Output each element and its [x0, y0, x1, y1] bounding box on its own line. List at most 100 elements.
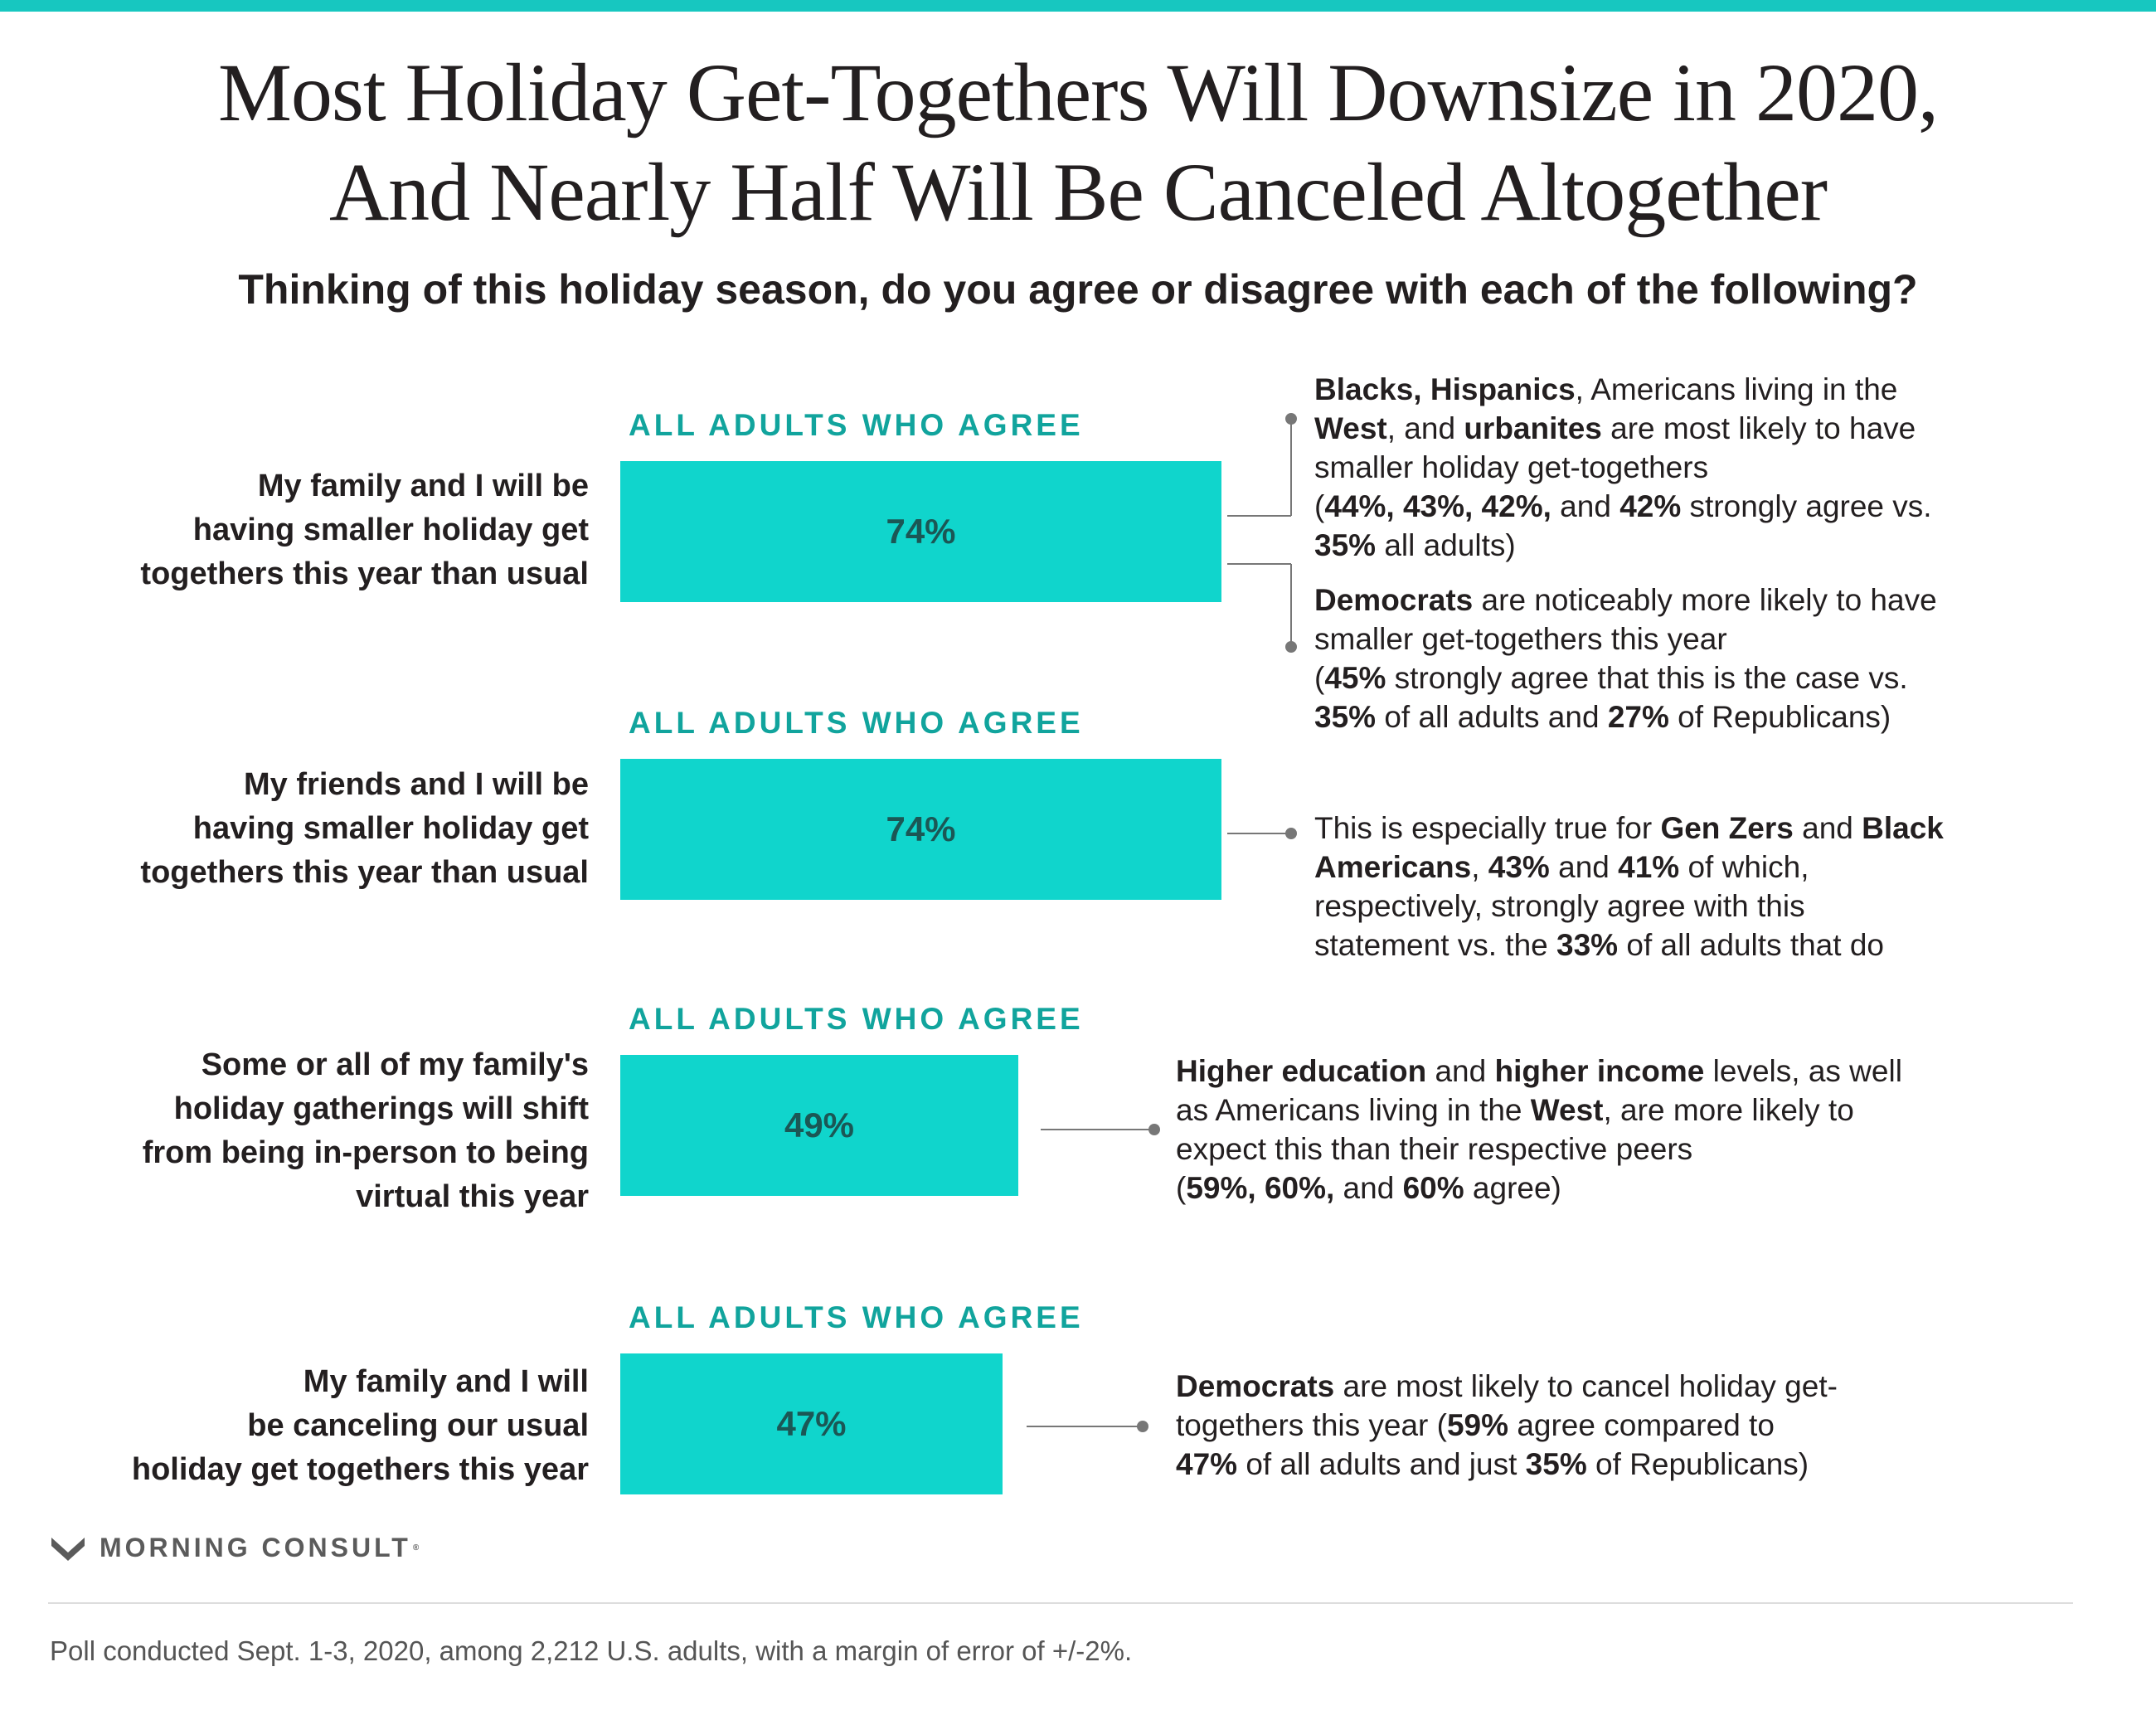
- statement-label: Some or all of my family's holiday gather…: [50, 1043, 589, 1219]
- annotation-highlight: Black: [1862, 811, 1944, 845]
- statement-line: My family and I will: [303, 1364, 589, 1399]
- annotation-text: are noticeably more likely to have: [1473, 583, 1937, 617]
- annotation-text: (: [1314, 489, 1325, 523]
- statement-line: My friends and I will be: [244, 767, 589, 802]
- annotation: This is especially true for Gen Zers and…: [1314, 809, 1944, 965]
- annotation-text: (: [1314, 661, 1325, 695]
- annotation-line: Democrats are most likely to cancel holi…: [1176, 1367, 1838, 1406]
- connector-dot: [1285, 641, 1297, 653]
- annotation-text: respectively, strongly agree with this: [1314, 889, 1805, 923]
- annotation-line: togethers this year (59% agree compared …: [1176, 1406, 1838, 1445]
- annotation-text: smaller holiday get-togethers: [1314, 450, 1709, 484]
- footer-note: Poll conducted Sept. 1-3, 2020, among 2,…: [50, 1635, 1133, 1666]
- annotation-line: This is especially true for Gen Zers and…: [1314, 809, 1944, 848]
- annotation-text: of all adults and: [1376, 700, 1608, 734]
- annotation-text: of Republicans): [1668, 700, 1891, 734]
- annotation-text: of Republicans): [1586, 1447, 1809, 1481]
- annotation-text: strongly agree vs.: [1681, 489, 1932, 523]
- annotation-text: are most likely to cancel holiday get-: [1334, 1369, 1838, 1403]
- annotation-highlight: Americans: [1314, 850, 1472, 884]
- title-line-2: And Nearly Half Will Be Canceled Altoget…: [328, 146, 1828, 238]
- annotation-text: togethers this year (: [1176, 1408, 1447, 1442]
- annotation-highlight: 45%: [1324, 661, 1386, 695]
- annotation-text: smaller get-togethers this year: [1314, 622, 1727, 656]
- bar-value-label: 49%: [784, 1105, 855, 1144]
- annotation-text: (: [1176, 1171, 1187, 1205]
- page-title: Most Holiday Get-Togethers Will Downsize…: [0, 43, 2156, 242]
- statement-line: togethers this year than usual: [140, 855, 589, 890]
- annotation-text: ,: [1471, 850, 1488, 884]
- annotation-line: (45% strongly agree that this is the cas…: [1314, 658, 1937, 697]
- statement-label: My family and I will be having smaller ho…: [50, 464, 589, 596]
- annotation-text: and: [1426, 1054, 1495, 1088]
- annotation-line: smaller get-togethers this year: [1314, 620, 1937, 658]
- annotation-line: Democrats are noticeably more likely to …: [1314, 581, 1937, 620]
- brand-logo: MORNING CONSULT ®: [51, 1533, 419, 1563]
- bar-value-label: 74%: [886, 809, 956, 848]
- agree-caption: ALL ADULTS WHO AGREE: [629, 408, 1084, 442]
- statement-label: My family and I will be canceling our usu…: [50, 1360, 589, 1492]
- annotation-highlight: Democrats: [1176, 1369, 1335, 1403]
- annotation-highlight: higher income: [1494, 1054, 1705, 1088]
- brand-name: MORNING CONSULT: [100, 1533, 411, 1562]
- annotation-line: 35% all adults): [1314, 526, 1932, 565]
- statement-label: My friends and I will be having smaller h…: [50, 763, 589, 895]
- agree-caption: ALL ADULTS WHO AGREE: [629, 706, 1084, 740]
- statement-line: be canceling our usual: [247, 1408, 589, 1443]
- annotation-highlight: 44%, 43%, 42%,: [1324, 489, 1551, 523]
- survey-question: Thinking of this holiday season, do you …: [238, 266, 1918, 313]
- annotation-text: , Americans living in the: [1575, 372, 1898, 406]
- annotation-highlight: Gen Zers: [1660, 811, 1794, 845]
- statement-line: having smaller holiday get: [192, 811, 589, 846]
- annotation: Higher education and higher income level…: [1176, 1052, 1902, 1208]
- morning-consult-logo-icon: [51, 1537, 85, 1561]
- annotation-line: as Americans living in the West, are mor…: [1176, 1091, 1902, 1130]
- annotation-text: strongly agree that this is the case vs.: [1386, 661, 1908, 695]
- statement-line: togethers this year than usual: [140, 556, 589, 591]
- annotation-line: Americans, 43% and 41% of which,: [1314, 848, 1944, 887]
- annotation-text: statement vs. the: [1314, 928, 1557, 962]
- annotation-line: 35% of all adults and 27% of Republicans…: [1314, 697, 1937, 736]
- annotation: Blacks, Hispanics, Americans living in t…: [1314, 370, 1932, 565]
- annotation-line: (44%, 43%, 42%, and 42% strongly agree v…: [1314, 487, 1932, 526]
- annotation-text: of all adults that do: [1618, 928, 1884, 962]
- agree-caption: ALL ADULTS WHO AGREE: [629, 1002, 1084, 1036]
- annotation-line: smaller holiday get-togethers: [1314, 448, 1932, 487]
- bar: 47%: [620, 1353, 1003, 1494]
- statement-line: virtual this year: [356, 1179, 589, 1214]
- annotation: Democrats are most likely to cancel holi…: [1176, 1367, 1838, 1484]
- agree-caption: ALL ADULTS WHO AGREE: [629, 1300, 1084, 1334]
- footer-divider: [48, 1602, 2073, 1604]
- annotation-highlight: West: [1314, 411, 1387, 445]
- annotation-highlight: 59%, 60%,: [1186, 1171, 1335, 1205]
- annotation-text: of all adults and just: [1237, 1447, 1526, 1481]
- annotation-highlight: 47%: [1176, 1447, 1238, 1481]
- annotation-text: and: [1793, 811, 1862, 845]
- annotation-highlight: 35%: [1314, 700, 1377, 734]
- annotation-highlight: 35%: [1314, 528, 1377, 562]
- annotation-text: , and: [1386, 411, 1464, 445]
- annotation-highlight: 35%: [1525, 1447, 1587, 1481]
- annotation-text: and: [1549, 850, 1619, 884]
- annotation-text: and: [1334, 1171, 1403, 1205]
- annotation-text: levels, as well: [1704, 1054, 1902, 1088]
- annotation-highlight: 42%: [1619, 489, 1682, 523]
- bar: 49%: [620, 1055, 1018, 1196]
- annotation-highlight: 33%: [1556, 928, 1619, 962]
- annotation-line: (59%, 60%, and 60% agree): [1176, 1169, 1902, 1208]
- title-line-1: Most Holiday Get-Togethers Will Downsize…: [218, 46, 1939, 138]
- statement-line: having smaller holiday get: [192, 513, 589, 547]
- connector-dot: [1285, 413, 1297, 425]
- annotation-highlight: 41%: [1618, 850, 1680, 884]
- annotation-highlight: 59%: [1446, 1408, 1509, 1442]
- annotation-text: as Americans living in the: [1176, 1093, 1531, 1127]
- statement-line: holiday gatherings will shift: [173, 1091, 589, 1126]
- annotation-text: of which,: [1679, 850, 1809, 884]
- annotation-highlight: West: [1530, 1093, 1604, 1127]
- bar: 74%: [620, 759, 1221, 900]
- annotation-highlight: Higher education: [1176, 1054, 1427, 1088]
- annotation-line: Higher education and higher income level…: [1176, 1052, 1902, 1091]
- annotation-line: respectively, strongly agree with this: [1314, 887, 1944, 926]
- annotation-text: agree): [1464, 1171, 1561, 1205]
- connector-dot: [1137, 1421, 1148, 1432]
